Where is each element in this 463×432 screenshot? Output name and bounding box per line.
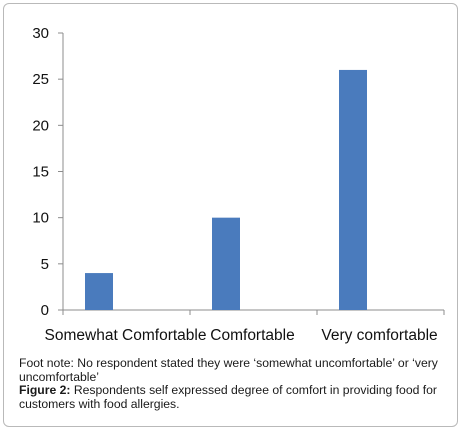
figure-description: Figure 2: Respondents self expressed deg… bbox=[19, 383, 451, 411]
bar bbox=[85, 273, 113, 310]
category-label: Comfortable bbox=[210, 327, 294, 344]
y-tick-label: 30 bbox=[32, 25, 49, 42]
bar-chart: 0 5 10 15 20 25 30 Somewhat Comfortable Comfort… bbox=[32, 25, 445, 344]
y-tick-label: 10 bbox=[32, 210, 49, 227]
figure-label: Figure 2: bbox=[19, 383, 71, 398]
chart-axes bbox=[58, 32, 445, 315]
bar bbox=[339, 69, 367, 310]
y-tick-label: 5 bbox=[41, 256, 49, 273]
figure-frame bbox=[3, 3, 458, 427]
bar bbox=[212, 217, 240, 310]
category-label: Very comfortable bbox=[321, 327, 437, 344]
figure-caption: Foot note: No respondent stated they wer… bbox=[19, 356, 451, 411]
category-label: Somewhat Comfortable bbox=[45, 327, 207, 344]
y-tick-labels: 0 5 10 15 20 25 30 bbox=[32, 25, 49, 319]
y-tick-label: 20 bbox=[32, 117, 49, 134]
y-tick-label: 0 bbox=[41, 302, 49, 319]
category-labels: Somewhat Comfortable Comfortable Very comf… bbox=[45, 327, 438, 344]
figure-text: Respondents self expressed degree of com… bbox=[19, 383, 437, 411]
chart-bars bbox=[85, 69, 367, 310]
y-tick-label: 15 bbox=[32, 164, 49, 181]
footnote: Foot note: No respondent stated they wer… bbox=[19, 356, 438, 384]
y-tick-label: 25 bbox=[32, 71, 49, 88]
